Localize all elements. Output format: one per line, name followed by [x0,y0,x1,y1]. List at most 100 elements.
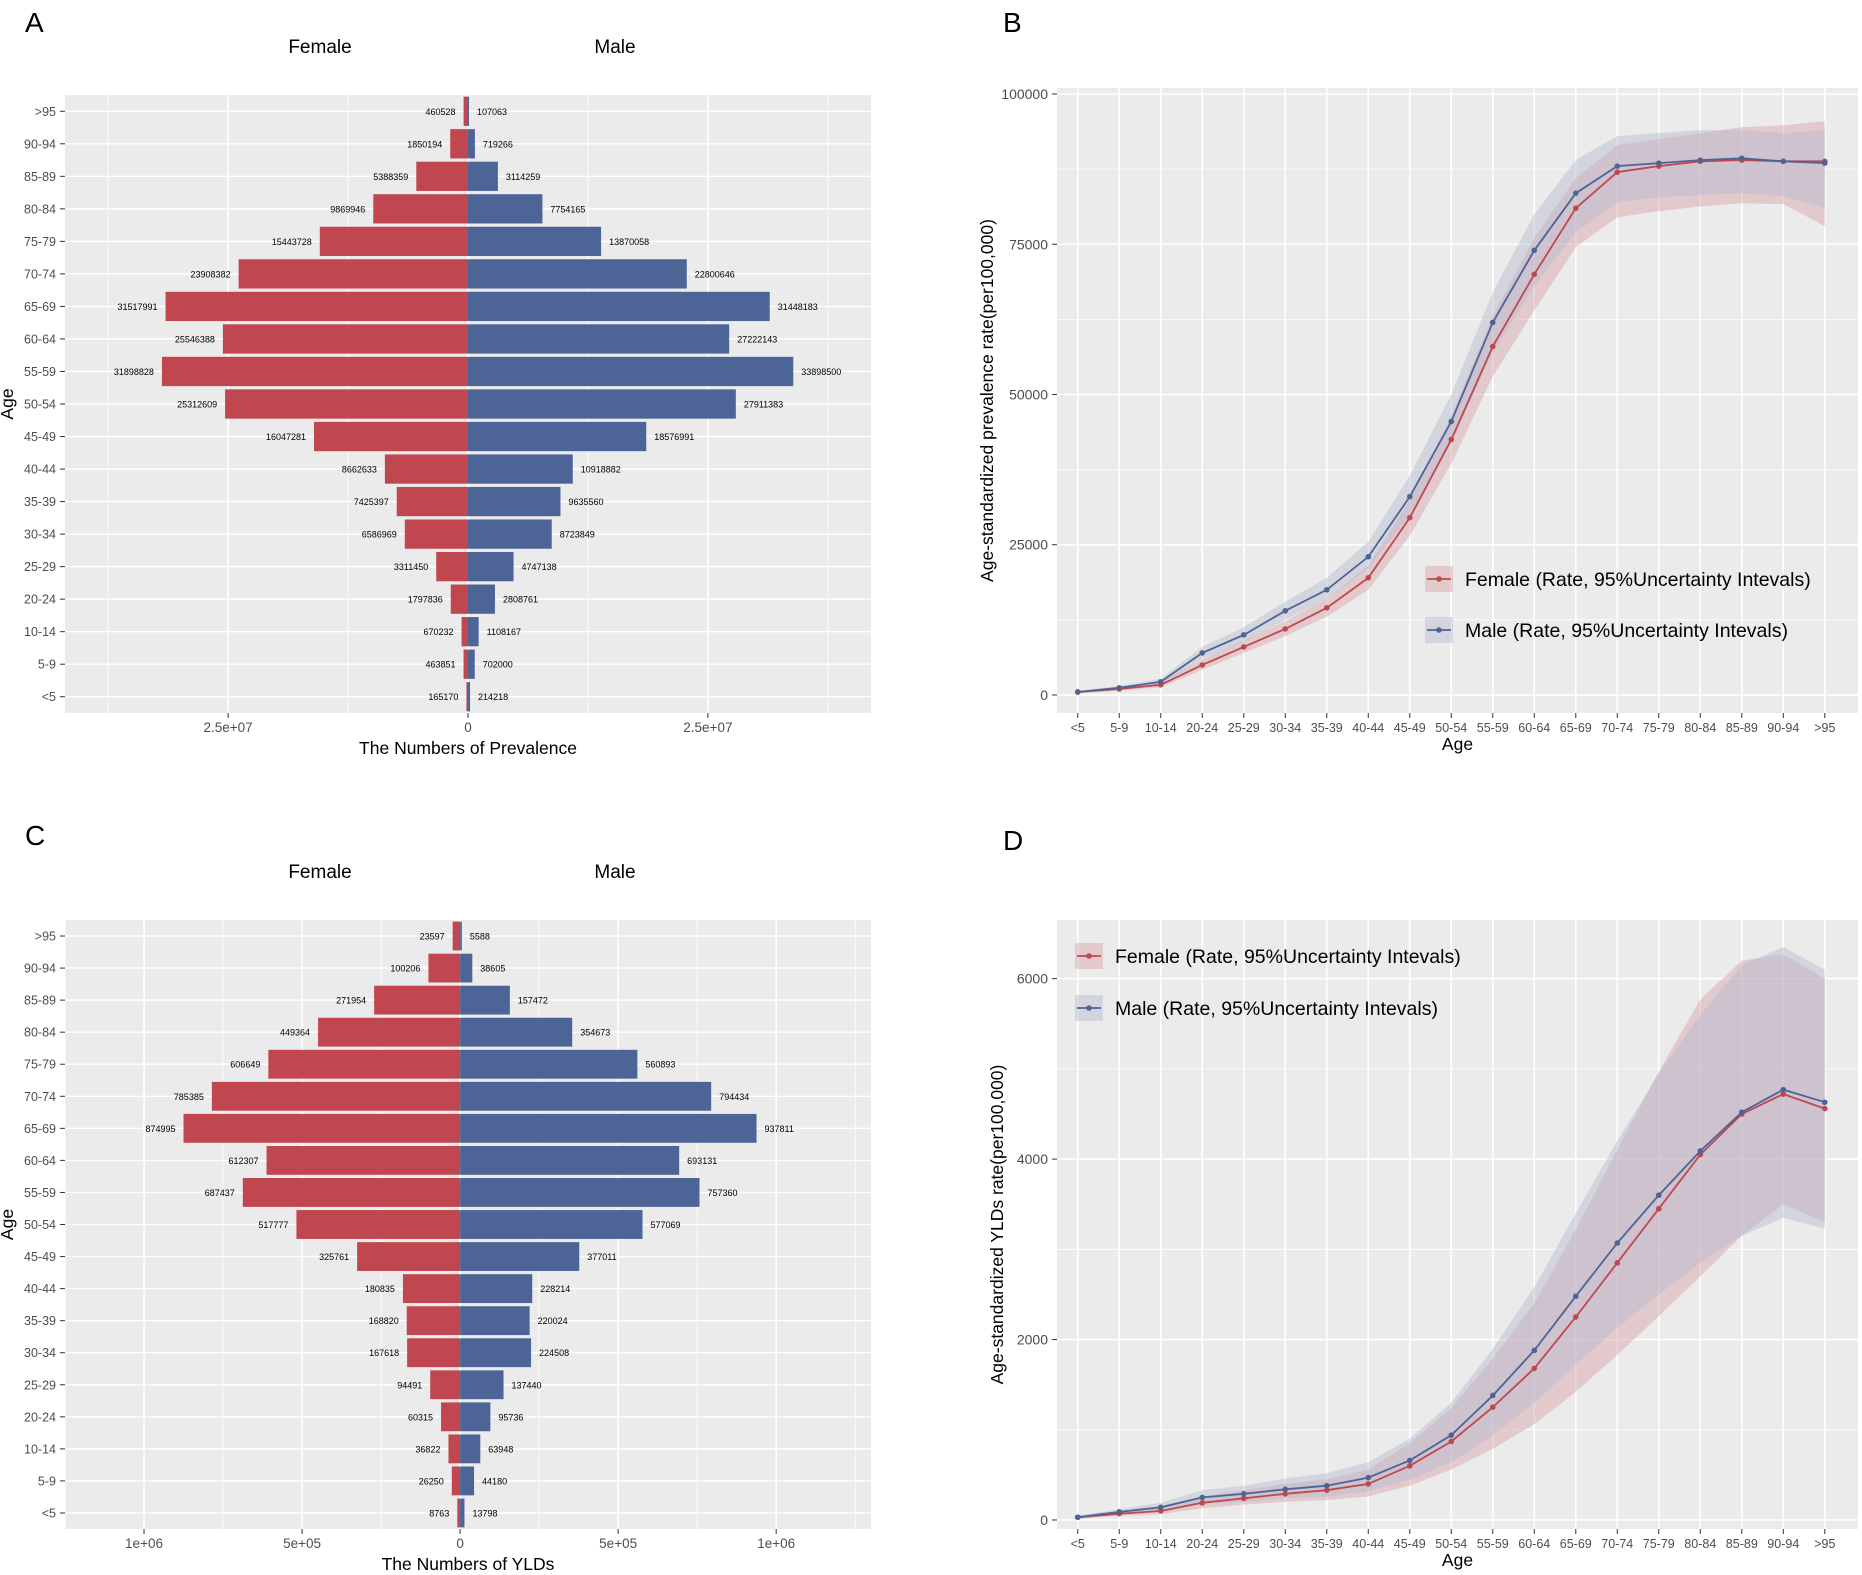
x-tick-label: 2.5e+07 [683,720,732,735]
y-tick-label: 50-54 [24,1218,56,1232]
male-data-label: 95736 [498,1412,523,1422]
female-data-label: 165170 [428,692,458,702]
x-tick-label: 90-94 [1767,721,1799,735]
male-rate-point [1116,1509,1123,1515]
female-data-label: 3311450 [394,562,428,572]
female-bar [211,1081,461,1111]
female-data-label: 874995 [145,1124,175,1134]
male-data-label: 63948 [488,1444,513,1454]
male-bar [460,953,473,983]
male-rate-point [1531,1347,1538,1354]
female-bar [374,985,461,1015]
x-tick-label: >95 [1814,721,1835,735]
x-tick-label: 0 [456,1536,464,1551]
x-tick-label: 1e+06 [757,1536,795,1551]
male-rate-point [1738,155,1745,162]
male-data-label: 27911383 [744,400,783,410]
female-data-label: 60315 [408,1412,433,1422]
female-bar [461,617,468,647]
y-tick-label: 60-64 [24,332,56,346]
male-bar [468,649,475,679]
female-data-label: 25546388 [175,334,215,344]
female-data-label: 670232 [424,627,454,637]
male-rate-point [1821,1099,1828,1106]
x-tick-label: 1e+06 [125,1536,163,1551]
y-tick-label: 80-84 [24,1026,56,1040]
female-data-label: 25312609 [177,400,217,410]
male-bar [460,1274,533,1304]
male-bar [468,129,475,159]
male-data-label: 3114259 [506,172,540,182]
y-tick-label: 55-59 [24,1186,56,1200]
x-tick-label: 70-74 [1601,721,1633,735]
female-legend-label: Female (Rate, 95%Uncertainty Intevals) [1115,946,1461,968]
plot-background [1057,920,1858,1529]
male-rate-point [1323,1482,1330,1489]
female-bar [165,291,468,322]
male-rate-point [1282,1486,1289,1493]
y-tick-label: 80-84 [24,202,56,216]
female-data-label: 168820 [369,1316,399,1326]
x-tick-label: 45-49 [1394,721,1426,735]
x-axis-title: Age [1442,1550,1473,1570]
female-bar [238,259,468,289]
female-bar [222,324,468,354]
y-tick-label: 10-14 [24,1442,56,1456]
female-bar [463,649,468,679]
y-axis-title: Age-standardized prevalence rate(per100,… [977,219,997,582]
female-data-label: 31517991 [118,302,158,312]
y-tick-label: 55-59 [24,365,56,379]
male-rate-point [1074,689,1081,695]
female-data-label: 5388359 [373,172,408,182]
x-tick-label: 5-9 [1110,1537,1128,1551]
male-bar [468,356,794,387]
x-tick-label: <5 [1071,1537,1085,1551]
female-rate-point [1821,1105,1828,1112]
female-data-label: 517777 [258,1220,288,1230]
y-tick-label: 65-69 [24,300,56,314]
male-rate-point [1199,1494,1206,1501]
female-uncertainty-band [1077,121,1825,694]
y-tick-label: 5-9 [38,658,56,672]
male-data-label: 137440 [512,1380,542,1390]
y-tick-label: 65-69 [24,1122,56,1136]
y-tick-label: 4000 [1017,1151,1048,1167]
female-bar [450,129,468,159]
female-data-label: 31898828 [114,367,154,377]
male-rate-point [1489,1392,1496,1399]
male-data-label: 377011 [587,1252,616,1262]
male-data-label: 228214 [540,1284,570,1294]
female-data-label: 449364 [280,1028,310,1038]
female-rate-point [1531,1365,1538,1372]
x-tick-label: 50-54 [1435,1537,1467,1551]
female-rate-point [1406,1463,1413,1469]
male-rate-point [1448,1432,1455,1438]
male-bar [460,1402,491,1432]
female-rate-point [1448,1438,1455,1445]
panel-label: D [1003,825,1023,856]
male-bar [468,584,495,614]
female-bar [428,953,461,983]
male-data-label: 577069 [650,1220,680,1230]
x-tick-label: 75-79 [1643,1537,1675,1551]
female-bar [402,1274,461,1304]
x-tick-label: 85-89 [1726,721,1758,735]
y-tick-label: 75-79 [24,1058,56,1072]
x-axis-title: Age [1442,734,1473,754]
y-tick-label: 60-64 [24,1154,56,1168]
female-bar [318,1017,461,1047]
male-bar [468,161,498,191]
male-rate-point [1780,1086,1787,1093]
female-rate-point [1614,169,1621,175]
female-bar [436,551,468,582]
y-tick-label: 50-54 [24,398,56,412]
female-rate-point [1282,626,1289,632]
male-data-label: 214218 [478,692,508,702]
y-tick-label: 30-34 [24,528,56,542]
x-tick-label: 60-64 [1518,1537,1550,1551]
male-bar [460,1434,481,1464]
male-rate-point [1406,493,1413,500]
male-rate-point [1489,319,1496,326]
male-data-label: 4747138 [522,562,557,572]
female-rate-point [1365,1481,1372,1487]
